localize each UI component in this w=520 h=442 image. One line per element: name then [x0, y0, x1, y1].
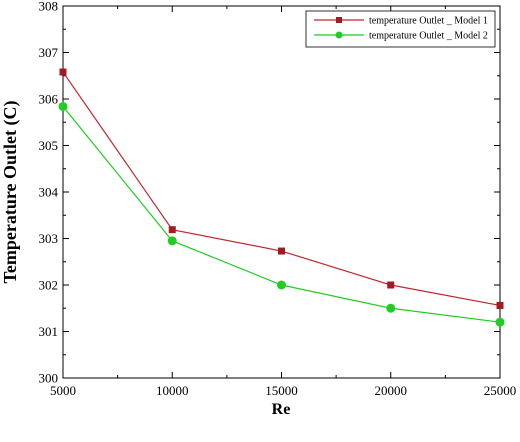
- data-point-model-2: [58, 101, 68, 111]
- data-point-model-2: [495, 317, 505, 327]
- legend-label-model-2: temperature Outlet _ Model 2: [369, 31, 488, 42]
- y-tick-label: 302: [39, 278, 59, 293]
- data-point-model-1: [59, 68, 67, 76]
- x-tick-label: 25000: [484, 383, 517, 398]
- y-tick-label: 308: [39, 0, 59, 14]
- y-axis-title: Temperature Outlet (C): [0, 101, 21, 284]
- series-layer: [58, 68, 505, 327]
- data-point-model-1: [168, 226, 176, 234]
- x-tick-label: 15000: [265, 383, 298, 398]
- series-line-model-2: [62, 106, 501, 323]
- plot-frame: [62, 5, 501, 379]
- y-tick-label: 301: [39, 324, 59, 339]
- data-point-model-1: [387, 281, 395, 289]
- y-tick-label: 304: [39, 185, 59, 200]
- data-point-model-1: [496, 301, 504, 309]
- legend-entry-model-1: temperature Outlet _ Model 1: [314, 16, 488, 27]
- series-line-model-1: [62, 71, 501, 307]
- data-point-model-2: [167, 236, 177, 246]
- y-axis-ticks: 300 301 302 303 304 305 306 307 308: [39, 0, 500, 386]
- x-axis-ticks: 5000 10000 15000 20000 25000: [50, 6, 516, 398]
- x-tick-label: 10000: [156, 383, 189, 398]
- legend: temperature Outlet _ Model 1 temperature…: [305, 10, 496, 48]
- x-tick-label: 5000: [50, 383, 76, 398]
- data-point-model-2: [386, 303, 396, 313]
- y-tick-label: 307: [39, 45, 59, 60]
- x-axis-title: Re: [272, 401, 291, 418]
- legend-label-model-1: temperature Outlet _ Model 1: [369, 16, 488, 27]
- x-tick-label: 20000: [375, 383, 408, 398]
- y-tick-label: 300: [39, 371, 59, 386]
- y-tick-label: 303: [39, 231, 59, 246]
- data-point-model-1: [278, 247, 285, 255]
- data-point-model-2: [277, 280, 286, 290]
- legend-marker-square: [336, 17, 342, 23]
- legend-entry-model-2: temperature Outlet _ Model 2: [314, 31, 488, 42]
- y-tick-label: 306: [39, 92, 59, 107]
- y-tick-label: 305: [39, 138, 59, 153]
- legend-marker-circle: [335, 31, 343, 39]
